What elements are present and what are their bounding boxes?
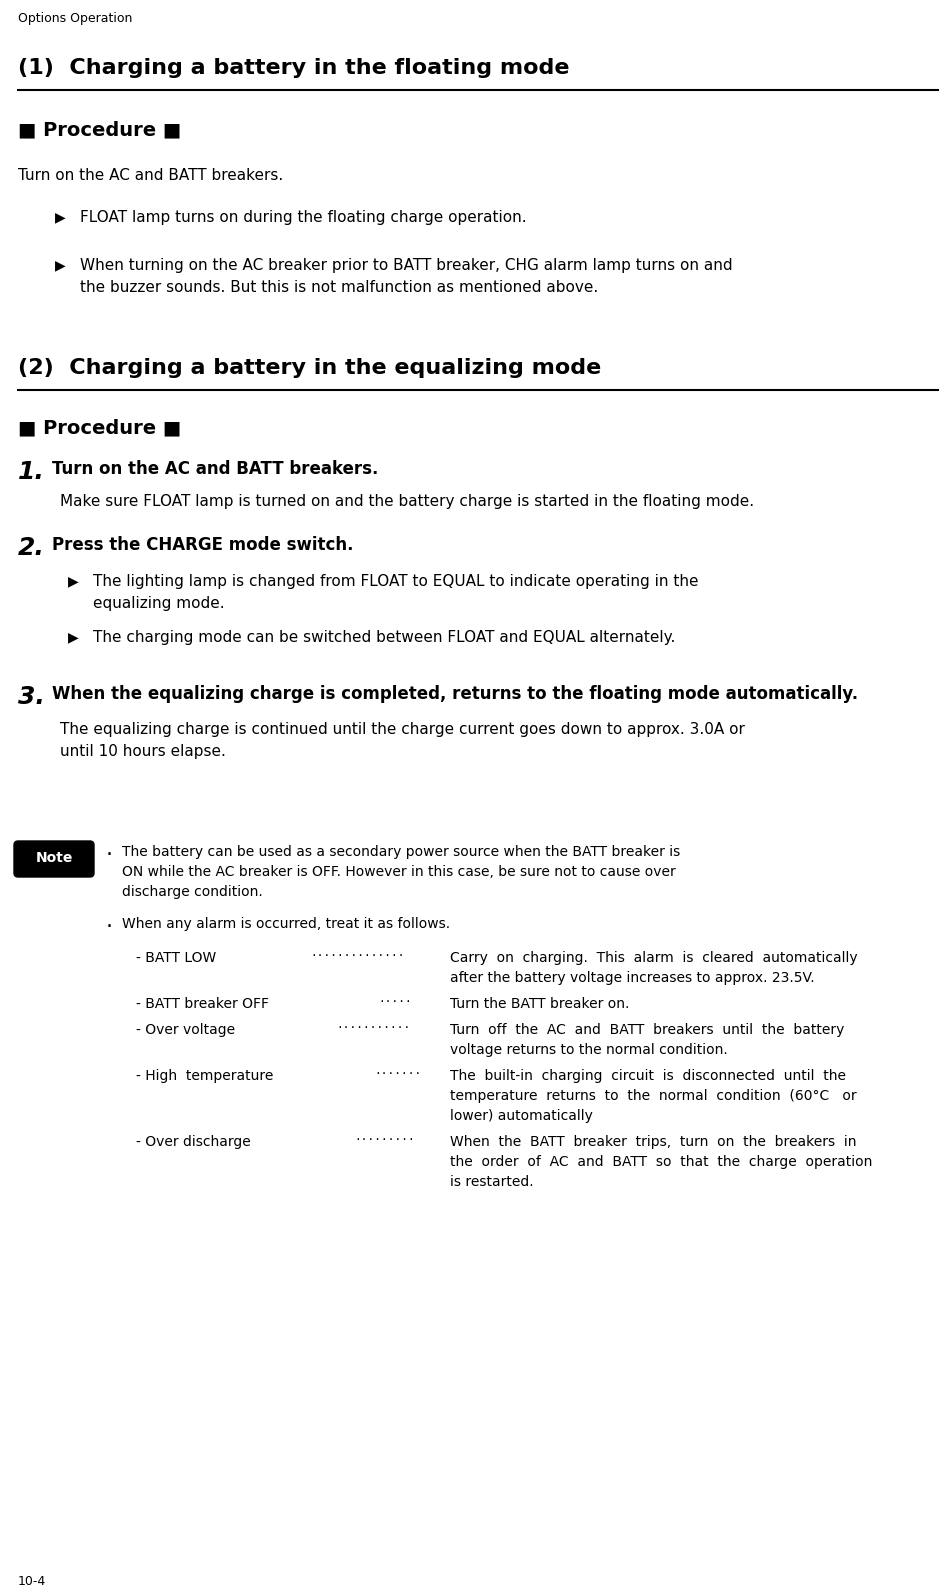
Text: When turning on the AC breaker prior to BATT breaker, CHG alarm lamp turns on an: When turning on the AC breaker prior to …	[80, 258, 732, 273]
Text: Options Operation: Options Operation	[18, 13, 132, 26]
Text: ■ Procedure ■: ■ Procedure ■	[18, 120, 182, 139]
Text: ·: ·	[106, 917, 113, 936]
Text: Turn on the AC and BATT breakers.: Turn on the AC and BATT breakers.	[52, 459, 378, 478]
Text: - BATT breaker OFF: - BATT breaker OFF	[136, 997, 269, 1011]
Text: Turn the BATT breaker on.: Turn the BATT breaker on.	[450, 997, 630, 1011]
Text: 2.: 2.	[18, 536, 45, 560]
Text: ▶: ▶	[68, 630, 79, 644]
Text: Turn  off  the  AC  and  BATT  breakers  until  the  battery: Turn off the AC and BATT breakers until …	[450, 1022, 844, 1037]
Text: ··············: ··············	[310, 951, 404, 962]
Text: Carry  on  charging.  This  alarm  is  cleared  automatically: Carry on charging. This alarm is cleared…	[450, 951, 858, 965]
Text: (2)  Charging a battery in the equalizing mode: (2) Charging a battery in the equalizing…	[18, 357, 601, 378]
Text: - Over discharge: - Over discharge	[136, 1136, 251, 1148]
Text: 10-4: 10-4	[18, 1574, 47, 1589]
Text: 1.: 1.	[18, 459, 45, 483]
Text: - BATT LOW: - BATT LOW	[136, 951, 216, 965]
Text: ▶: ▶	[55, 211, 66, 223]
Text: is restarted.: is restarted.	[450, 1176, 534, 1188]
Text: ▶: ▶	[68, 574, 79, 589]
Text: the  order  of  AC  and  BATT  so  that  the  charge  operation: the order of AC and BATT so that the cha…	[450, 1155, 872, 1169]
Text: The equalizing charge is continued until the charge current goes down to approx.: The equalizing charge is continued until…	[60, 723, 745, 737]
Text: ·····: ·····	[378, 997, 412, 1006]
Text: Make sure FLOAT lamp is turned on and the battery charge is started in the float: Make sure FLOAT lamp is turned on and th…	[60, 494, 754, 509]
Text: 3.: 3.	[18, 684, 45, 710]
Text: FLOAT lamp turns on during the floating charge operation.: FLOAT lamp turns on during the floating …	[80, 211, 527, 225]
Text: discharge condition.: discharge condition.	[122, 885, 262, 900]
Text: after the battery voltage increases to approx. 23.5V.: after the battery voltage increases to a…	[450, 971, 815, 986]
Text: - High  temperature: - High temperature	[136, 1069, 273, 1083]
Text: Note: Note	[35, 852, 72, 864]
Text: (1)  Charging a battery in the floating mode: (1) Charging a battery in the floating m…	[18, 57, 570, 78]
Text: equalizing mode.: equalizing mode.	[93, 597, 224, 611]
Text: Press the CHARGE mode switch.: Press the CHARGE mode switch.	[52, 536, 354, 553]
Text: Turn on the AC and BATT breakers.: Turn on the AC and BATT breakers.	[18, 167, 283, 183]
Text: voltage returns to the normal condition.: voltage returns to the normal condition.	[450, 1043, 728, 1057]
Text: ···········: ···········	[336, 1022, 410, 1034]
Text: The charging mode can be switched between FLOAT and EQUAL alternately.: The charging mode can be switched betwee…	[93, 630, 675, 644]
Text: When the equalizing charge is completed, returns to the floating mode automatica: When the equalizing charge is completed,…	[52, 684, 858, 703]
Text: ·········: ·········	[354, 1136, 415, 1145]
Text: The  built-in  charging  circuit  is  disconnected  until  the: The built-in charging circuit is disconn…	[450, 1069, 846, 1083]
Text: ■ Procedure ■: ■ Procedure ■	[18, 418, 182, 437]
Text: When any alarm is occurred, treat it as follows.: When any alarm is occurred, treat it as …	[122, 917, 450, 931]
Text: the buzzer sounds. But this is not malfunction as mentioned above.: the buzzer sounds. But this is not malfu…	[80, 281, 598, 295]
Text: When  the  BATT  breaker  trips,  turn  on  the  breakers  in: When the BATT breaker trips, turn on the…	[450, 1136, 857, 1148]
Text: ▶: ▶	[55, 258, 66, 273]
Text: ·······: ·······	[374, 1069, 421, 1078]
FancyBboxPatch shape	[14, 841, 94, 877]
Text: ·: ·	[106, 845, 113, 864]
Text: - Over voltage: - Over voltage	[136, 1022, 235, 1037]
Text: ON while the AC breaker is OFF. However in this case, be sure not to cause over: ON while the AC breaker is OFF. However …	[122, 864, 676, 879]
Text: temperature  returns  to  the  normal  condition  (60°C   or: temperature returns to the normal condit…	[450, 1089, 857, 1104]
Text: The battery can be used as a secondary power source when the BATT breaker is: The battery can be used as a secondary p…	[122, 845, 680, 860]
Text: lower) automatically: lower) automatically	[450, 1109, 592, 1123]
Text: The lighting lamp is changed from FLOAT to EQUAL to indicate operating in the: The lighting lamp is changed from FLOAT …	[93, 574, 698, 589]
Text: until 10 hours elapse.: until 10 hours elapse.	[60, 743, 226, 759]
